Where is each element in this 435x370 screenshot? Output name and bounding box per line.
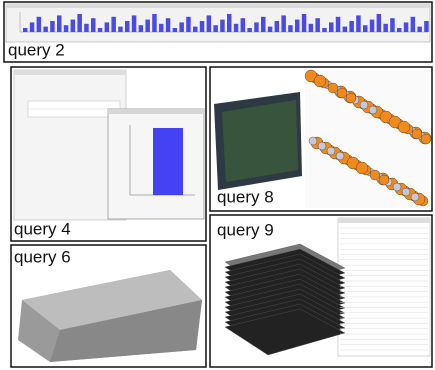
decor <box>207 15 212 32</box>
decor <box>402 188 410 196</box>
decor <box>417 27 422 32</box>
decor <box>393 183 401 191</box>
decor <box>336 152 344 160</box>
decor <box>247 28 252 32</box>
decor <box>363 25 368 32</box>
panel-label: query 4 <box>14 219 71 238</box>
decor <box>397 28 402 32</box>
decor <box>412 129 422 139</box>
decor <box>71 20 76 32</box>
decor <box>111 17 116 32</box>
screenshot <box>6 4 430 42</box>
decor <box>200 21 205 32</box>
decor <box>227 14 232 32</box>
decor <box>50 21 55 32</box>
decor <box>118 27 123 32</box>
decor <box>91 18 96 32</box>
decor <box>23 28 28 32</box>
decor <box>30 22 35 32</box>
decor <box>268 27 273 32</box>
decor <box>398 121 410 133</box>
decor <box>281 15 286 32</box>
decor <box>411 193 419 201</box>
decor <box>295 20 300 32</box>
decor <box>254 22 259 32</box>
decor <box>315 18 320 32</box>
decor <box>424 21 429 32</box>
decor <box>84 24 89 32</box>
decor <box>145 20 150 32</box>
decor <box>349 21 354 32</box>
decor <box>370 20 375 32</box>
decor <box>318 142 326 150</box>
decor <box>337 88 347 98</box>
decor <box>314 75 326 87</box>
decor <box>132 15 137 32</box>
decor <box>411 17 416 32</box>
decor <box>346 93 356 103</box>
decor <box>404 22 409 32</box>
decor <box>309 137 317 145</box>
decor <box>43 27 48 32</box>
decor <box>379 175 389 185</box>
panel-label: query 2 <box>8 40 65 59</box>
decor <box>288 25 293 32</box>
decor <box>369 106 377 114</box>
decor <box>275 21 280 32</box>
decor <box>356 15 361 32</box>
decor <box>377 14 382 32</box>
decor <box>125 21 130 32</box>
decor <box>327 147 335 155</box>
panel-label: query 6 <box>14 247 71 266</box>
decor <box>356 162 368 174</box>
decor <box>186 17 191 32</box>
decor <box>360 101 368 109</box>
decor <box>390 18 395 32</box>
decor <box>370 170 380 180</box>
decor <box>77 14 82 32</box>
decor <box>139 25 144 32</box>
decor <box>322 28 327 32</box>
decor <box>37 17 42 32</box>
decor <box>105 22 110 32</box>
decor <box>234 24 239 32</box>
figure: query 2 query 4 query 8 query 6 query 9 <box>0 0 435 370</box>
decor <box>343 27 348 32</box>
decor <box>220 20 225 32</box>
decor <box>302 14 307 32</box>
decor <box>329 22 334 32</box>
decor <box>159 24 164 32</box>
panel-label: query 8 <box>217 187 274 206</box>
decor <box>64 25 69 32</box>
decor <box>336 17 341 32</box>
decor <box>328 83 338 93</box>
decor <box>173 28 178 32</box>
decor <box>57 15 62 32</box>
decor <box>309 24 314 32</box>
decor <box>98 28 103 32</box>
decor <box>179 22 184 32</box>
decor <box>193 27 198 32</box>
decor <box>383 24 388 32</box>
decor <box>261 17 266 32</box>
decor <box>421 134 431 144</box>
panel-label: query 9 <box>217 220 274 239</box>
decor <box>213 25 218 32</box>
decor <box>166 18 171 32</box>
decor <box>241 18 246 32</box>
decor <box>152 14 157 32</box>
